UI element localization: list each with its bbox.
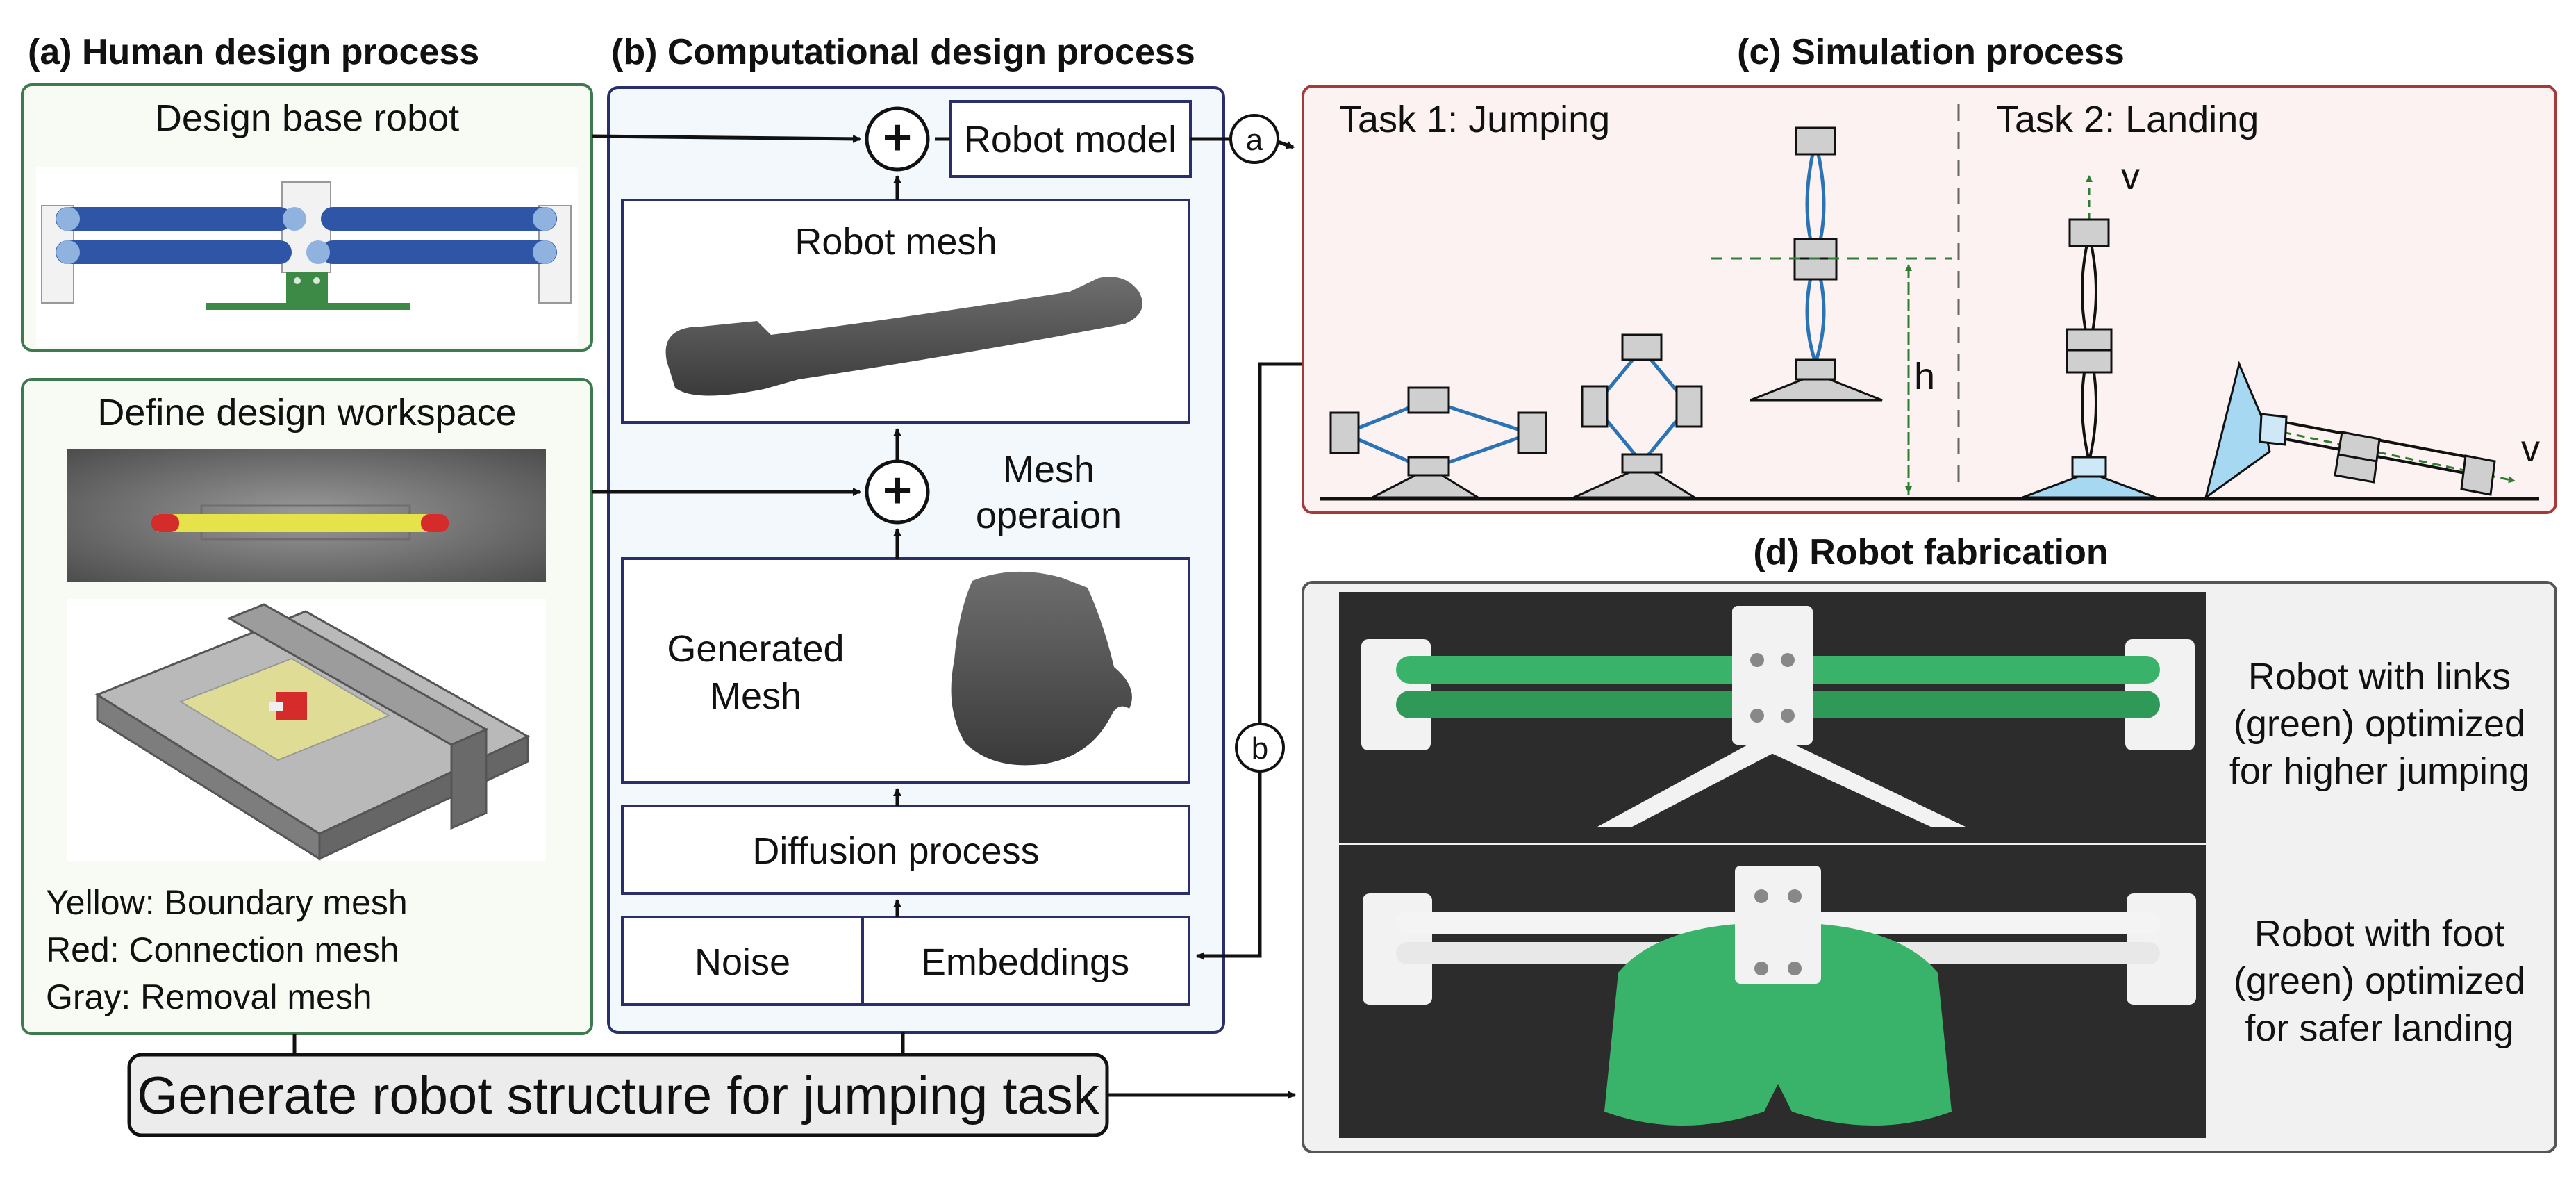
generated-mesh-render bbox=[951, 571, 1132, 766]
caption2-line1: Robot with foot bbox=[2254, 913, 2504, 955]
connector-b-label: b bbox=[1252, 732, 1268, 766]
section-b-title: (b) Computational design process bbox=[611, 32, 1195, 72]
plus-node-middle: + bbox=[865, 459, 930, 525]
robot-mesh-label: Robot mesh bbox=[795, 221, 997, 263]
section-a-title: (a) Human design process bbox=[28, 32, 479, 72]
generate-task-box: Generate robot structure for jumping tas… bbox=[127, 1053, 1109, 1137]
legend-gray: Gray: Removal mesh bbox=[46, 978, 372, 1016]
robot-mesh-render bbox=[665, 277, 1142, 396]
base-robot-cad-image bbox=[36, 167, 578, 347]
define-workspace-label: Define design workspace bbox=[97, 392, 516, 434]
jump-pose-compressed bbox=[1329, 386, 1547, 499]
fabricated-robot-photo-2 bbox=[1339, 845, 2206, 1138]
legend-red: Red: Connection mesh bbox=[46, 930, 399, 969]
caption1-line2: (green) optimized bbox=[2234, 703, 2525, 745]
landing-pose-tilted: v bbox=[2204, 361, 2540, 500]
caption2-line3: for safer landing bbox=[2245, 1007, 2513, 1049]
design-base-robot-panel: Design base robot bbox=[21, 83, 593, 352]
landing-pose-vertical: v bbox=[2022, 156, 2157, 499]
generated-mesh-box: Generated Mesh bbox=[621, 557, 1190, 784]
noise-label: Noise bbox=[695, 941, 790, 983]
caption1-line1: Robot with links bbox=[2248, 656, 2511, 698]
generated-mesh-label-2: Mesh bbox=[710, 675, 801, 717]
task2-label: Task 2: Landing bbox=[1996, 99, 2259, 140]
design-workspace-panel: Define design workspace Yellow: Boundary… bbox=[21, 378, 593, 1035]
plus-node-top: + bbox=[865, 106, 930, 172]
bottom-connectors bbox=[292, 1032, 1296, 1099]
robot-model-box: Robot model bbox=[949, 100, 1192, 178]
mesh-operation-label-1: Mesh bbox=[1003, 449, 1095, 490]
section-c-title: (c) Simulation process bbox=[1737, 32, 2125, 72]
diffusion-box: Diffusion process bbox=[621, 805, 1190, 895]
connector-b: b bbox=[1196, 362, 1302, 960]
caption1-line3: for higher jumping bbox=[2229, 750, 2529, 792]
robot-model-label: Robot model bbox=[964, 119, 1177, 160]
fabricated-robot-photo-1 bbox=[1339, 592, 2206, 843]
workspace-isometric-image bbox=[67, 599, 546, 861]
plus-symbol-top: + bbox=[883, 110, 912, 165]
jump-pose-extending bbox=[1573, 333, 1703, 499]
height-label: h bbox=[1914, 356, 1935, 397]
generated-mesh-label-1: Generated bbox=[667, 628, 844, 670]
caption2-line2: (green) optimized bbox=[2234, 960, 2525, 1002]
embeddings-label: Embeddings bbox=[921, 941, 1129, 983]
legend-yellow: Yellow: Boundary mesh bbox=[46, 883, 408, 922]
robot-mesh-box: Robot mesh bbox=[621, 199, 1190, 424]
design-base-robot-label: Design base robot bbox=[155, 97, 459, 139]
noise-embeddings-box: Noise Embeddings bbox=[621, 916, 1190, 1006]
mesh-operation-label-2: operaion bbox=[976, 495, 1122, 536]
task1-label: Task 1: Jumping bbox=[1339, 99, 1610, 140]
generate-task-label: Generate robot structure for jumping tas… bbox=[137, 1066, 1100, 1126]
height-indicator: h bbox=[1711, 257, 1952, 495]
connector-a-label: a bbox=[1246, 123, 1263, 157]
section-d-title: (d) Robot fabrication bbox=[1753, 532, 2108, 572]
computational-flow-arrows bbox=[893, 137, 950, 917]
velocity-label-vertical: v bbox=[2121, 156, 2140, 197]
workspace-to-plus-arrows bbox=[591, 134, 861, 496]
plus-symbol-middle: + bbox=[883, 463, 912, 518]
connector-a: a bbox=[1190, 114, 1295, 164]
diffusion-label: Diffusion process bbox=[752, 830, 1039, 872]
workspace-top-view-image bbox=[67, 449, 546, 582]
velocity-label-horizontal: v bbox=[2521, 428, 2540, 470]
jump-pose-airborne bbox=[1750, 126, 1883, 402]
